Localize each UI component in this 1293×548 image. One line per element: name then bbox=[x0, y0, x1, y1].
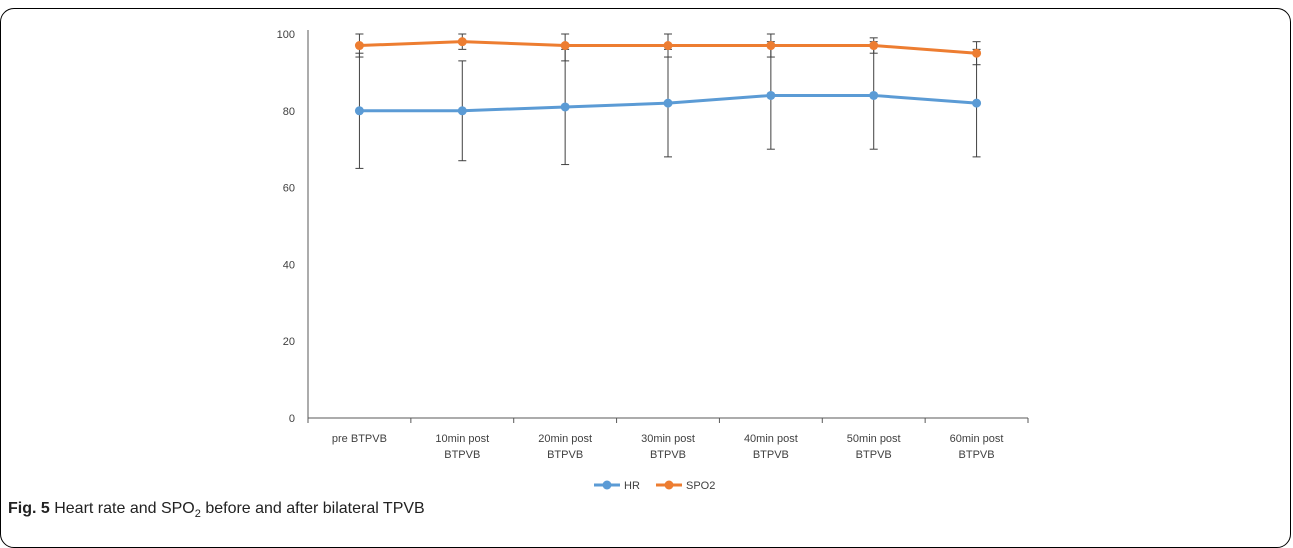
spo2-point-0 bbox=[354, 41, 364, 51]
spo2-point-2 bbox=[560, 41, 570, 51]
legend-marker-spo2 bbox=[664, 480, 674, 490]
spo2-point-5 bbox=[869, 41, 879, 51]
spo2-point-4 bbox=[766, 41, 776, 51]
spo2-point-6 bbox=[972, 48, 982, 58]
x-tick-label-6-1: BTPVB bbox=[959, 449, 995, 461]
x-tick-label-2-0: 20min post bbox=[538, 433, 592, 445]
caption-subscript: 2 bbox=[194, 508, 201, 521]
hr-point-3 bbox=[663, 98, 673, 108]
hr-point-6 bbox=[972, 98, 982, 108]
legend-label-spo2: SPO2 bbox=[686, 480, 715, 492]
x-tick-label-0-0: pre BTPVB bbox=[332, 433, 387, 445]
x-tick-label-1-1: BTPVB bbox=[444, 449, 480, 461]
hr-point-1 bbox=[457, 106, 467, 116]
caption-text-after: before and after bilateral TPVB bbox=[200, 500, 425, 517]
hr-point-0 bbox=[354, 106, 364, 116]
x-tick-label-6-0: 60min post bbox=[950, 433, 1004, 445]
legend-marker-hr bbox=[602, 480, 612, 490]
y-tick-label-100: 100 bbox=[277, 29, 295, 41]
hr-point-4 bbox=[766, 90, 776, 100]
x-tick-label-3-1: BTPVB bbox=[650, 449, 686, 461]
hr-point-2 bbox=[560, 102, 570, 112]
x-tick-label-5-1: BTPVB bbox=[856, 449, 892, 461]
x-tick-label-5-0: 50min post bbox=[847, 433, 901, 445]
x-tick-label-4-0: 40min post bbox=[744, 433, 798, 445]
y-tick-label-60: 60 bbox=[283, 183, 295, 195]
hr-point-5 bbox=[869, 90, 879, 100]
legend-label-hr: HR bbox=[624, 480, 640, 492]
x-tick-label-3-0: 30min post bbox=[641, 433, 695, 445]
spo2-point-3 bbox=[663, 41, 673, 51]
x-tick-label-4-1: BTPVB bbox=[753, 449, 789, 461]
x-tick-label-2-1: BTPVB bbox=[547, 449, 583, 461]
caption-text-before: Heart rate and SPO bbox=[49, 500, 195, 517]
y-tick-label-0: 0 bbox=[289, 413, 295, 425]
figure-caption: Fig. 5 Heart rate and SPO2 before and af… bbox=[8, 500, 425, 520]
y-tick-label-40: 40 bbox=[283, 259, 295, 271]
y-tick-label-80: 80 bbox=[283, 106, 295, 118]
y-tick-label-20: 20 bbox=[283, 336, 295, 348]
x-tick-label-1-0: 10min post bbox=[435, 433, 489, 445]
figure-label: Fig. 5 bbox=[8, 500, 50, 517]
spo2-point-1 bbox=[457, 37, 467, 47]
line-chart: 0 20 40 60 80 100 pre BTPVB 10min post BTPVB 20mi… bbox=[277, 29, 1029, 492]
